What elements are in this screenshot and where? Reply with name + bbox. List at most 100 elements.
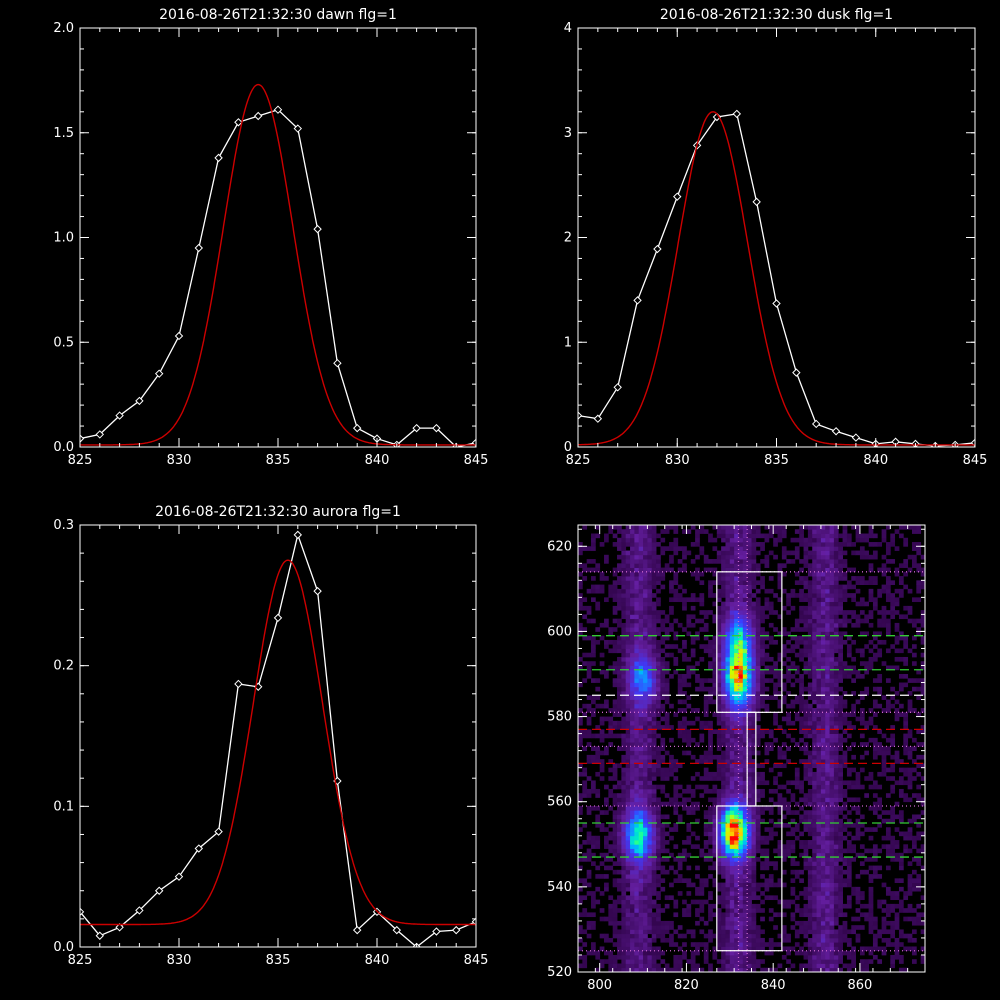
data-point (95, 430, 105, 439)
data-point (80, 434, 85, 443)
data-point (194, 243, 204, 253)
data-point (352, 925, 362, 935)
x-tick-label: 835 (266, 953, 291, 968)
y-tick-label: 560 (547, 795, 572, 810)
data-point (392, 925, 402, 935)
data-point (432, 423, 441, 433)
data-point (333, 358, 342, 368)
data-point (234, 679, 243, 689)
x-tick-label: 835 (764, 453, 789, 468)
data-point (811, 419, 821, 429)
data-point (578, 411, 583, 420)
data-line (578, 113, 975, 447)
y-tick-label: 0.3 (53, 518, 74, 533)
data-point (174, 331, 184, 341)
y-tick-label: 600 (547, 624, 572, 639)
data-point (593, 414, 603, 423)
x-tick-label: 840 (365, 453, 390, 468)
y-tick-label: 2 (564, 231, 572, 246)
data-point (253, 111, 263, 121)
data-point (154, 369, 164, 378)
data-point (412, 423, 421, 433)
data-point (135, 396, 144, 406)
data-point (831, 427, 841, 436)
y-tick-label: 620 (547, 539, 572, 554)
axes-frame (79, 27, 477, 448)
panel-aurora: 825 830 835 840 845 0.0 0.1 0.2 0.3 2016-08-26T21… (53, 504, 488, 968)
data-point (214, 153, 223, 163)
data-point (194, 844, 204, 853)
data-point (752, 197, 761, 207)
data-point (772, 299, 781, 308)
x-tick-label: 840 (365, 953, 390, 968)
x-tick-label: 840 (761, 978, 786, 993)
data-point (313, 224, 322, 234)
panel-dawn: 825 830 835 840 845 0.0 0.5 1.0 1.5 2.0 2016-08-26… (53, 7, 488, 468)
y-tick-label: 540 (547, 880, 572, 895)
y-tick-label: 0.0 (53, 440, 74, 455)
y-tick-label: 0.0 (53, 940, 74, 955)
data-point (613, 383, 622, 392)
data-line (80, 532, 476, 947)
x-tick-label: 845 (963, 453, 988, 468)
chart-title: 2016-08-26T21:32:30 dawn flg=1 (159, 7, 397, 23)
x-tick-label: 800 (587, 978, 612, 993)
x-tick-label: 830 (167, 953, 192, 968)
region-box-2 (746, 711, 757, 807)
data-point (115, 411, 124, 420)
x-tick-label: 820 (674, 978, 699, 993)
data-point (115, 923, 124, 932)
data-point (633, 296, 642, 305)
chart-title: 2016-08-26T21:32:30 aurora flg=1 (155, 504, 401, 520)
plot-area (578, 525, 925, 972)
y-tick-label: 0 (564, 440, 572, 455)
data-point (273, 613, 283, 623)
axes-frame (79, 524, 477, 948)
data-point (451, 925, 461, 935)
data-point (313, 586, 322, 596)
data-line (80, 108, 476, 447)
panel-heatmap: 800 820 840 860 520 540 560 580 600 620 (547, 524, 926, 993)
data-point (154, 886, 164, 895)
x-tick-label: 825 (68, 453, 93, 468)
data-point (673, 192, 682, 201)
data-point (653, 244, 662, 254)
data-point (135, 906, 144, 915)
data-point (352, 423, 362, 433)
data-point (792, 368, 801, 377)
x-tick-label: 845 (464, 953, 489, 968)
data-point (80, 907, 85, 917)
data-point (732, 109, 742, 119)
x-tick-label: 830 (167, 453, 192, 468)
fit-curve (80, 559, 476, 926)
fit-curve (80, 83, 476, 446)
plot-area (80, 83, 476, 447)
y-tick-label: 0.5 (53, 335, 74, 350)
data-point (95, 931, 105, 940)
data-point (214, 827, 223, 836)
x-tick-label: 835 (266, 453, 291, 468)
y-tick-label: 1.5 (53, 126, 74, 141)
data-point (471, 917, 476, 926)
y-tick-label: 4 (564, 21, 572, 36)
y-tick-label: 1.0 (53, 231, 74, 246)
x-tick-label: 840 (863, 453, 888, 468)
y-tick-label: 580 (547, 710, 572, 725)
y-tick-label: 0.1 (53, 799, 74, 814)
y-tick-label: 0.2 (53, 659, 74, 674)
data-point (273, 105, 283, 114)
y-tick-label: 520 (547, 965, 572, 980)
chart-title: 2016-08-26T21:32:30 dusk flg=1 (660, 7, 893, 23)
data-point (234, 118, 243, 127)
x-tick-label: 845 (464, 453, 489, 468)
y-tick-label: 2.0 (53, 21, 74, 36)
y-tick-label: 3 (564, 126, 572, 141)
data-point (293, 124, 303, 133)
panel-dusk: 825 830 835 840 845 0 1 2 3 4 2016-08-26T21:32:30 … (564, 7, 988, 468)
data-point (293, 530, 303, 540)
plot-area (578, 109, 975, 447)
data-point (851, 433, 861, 442)
x-tick-label: 860 (848, 978, 873, 993)
heatmap-cells (578, 525, 925, 972)
